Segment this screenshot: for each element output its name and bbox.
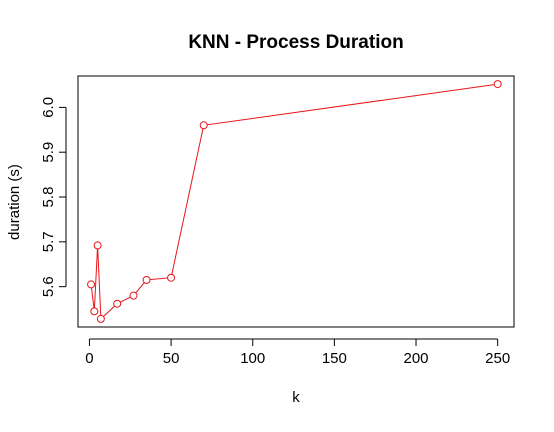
x-tick-label: 0 — [85, 350, 93, 367]
data-point — [167, 273, 176, 282]
plot-frame — [77, 75, 515, 328]
data-point — [142, 275, 151, 284]
y-tick-label: 5.6 — [40, 276, 57, 297]
y-tick-label: 6.0 — [40, 97, 57, 118]
x-tick-label: 50 — [163, 350, 180, 367]
data-point — [93, 241, 102, 250]
chart-title: KNN - Process Duration — [188, 32, 403, 53]
data-point — [87, 280, 96, 289]
data-point — [493, 80, 502, 89]
data-point — [113, 299, 122, 308]
x-axis-label: k — [292, 389, 300, 406]
y-axis: 5.6 5.7 5.8 5.9 6.0 — [40, 97, 67, 297]
x-axis: 0 50 100 150 200 250 — [85, 338, 510, 367]
x-tick-label: 150 — [322, 350, 347, 367]
x-tick-label: 250 — [485, 350, 510, 367]
data-point — [90, 307, 99, 316]
x-tick-label: 200 — [404, 350, 429, 367]
y-tick-label: 5.8 — [40, 187, 57, 208]
series-layer — [87, 80, 502, 323]
data-point — [96, 314, 105, 323]
series-line — [90, 83, 498, 321]
x-tick-label: 100 — [240, 350, 265, 367]
y-tick-label: 5.9 — [40, 142, 57, 163]
data-point — [129, 291, 138, 300]
y-axis-label: duration (s) — [6, 164, 23, 240]
y-tick-label: 5.7 — [40, 231, 57, 252]
data-point — [199, 121, 208, 130]
